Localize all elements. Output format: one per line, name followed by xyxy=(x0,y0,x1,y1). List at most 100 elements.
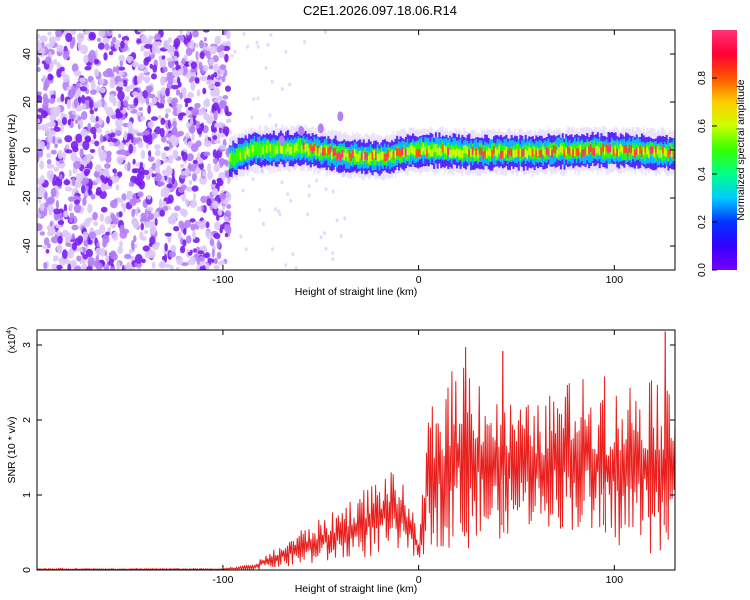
noise-blob xyxy=(45,43,53,48)
signal-cell xyxy=(283,145,286,154)
noise-blob xyxy=(82,254,88,260)
signal-cell xyxy=(508,147,511,156)
signal-cell xyxy=(274,146,277,155)
signal-cell xyxy=(605,143,608,152)
signal-cell xyxy=(279,145,283,154)
noise-blob xyxy=(59,212,63,220)
noise-blob xyxy=(105,254,110,263)
noise-blob xyxy=(70,30,77,36)
signal-cell xyxy=(644,147,647,161)
noise-blob xyxy=(164,242,168,252)
noise-blob xyxy=(194,43,199,48)
noise-blob xyxy=(190,76,195,82)
noise-blob xyxy=(200,195,207,203)
noise-blob xyxy=(46,231,52,236)
noise-blob xyxy=(214,122,221,128)
noise-blob xyxy=(56,264,63,270)
noise-blob xyxy=(168,177,172,185)
signal-cell xyxy=(394,150,397,159)
noise-blob xyxy=(77,40,82,51)
noise-blob xyxy=(47,73,53,81)
noise-blob xyxy=(211,248,215,258)
signal-cell xyxy=(327,147,330,156)
noise-blob xyxy=(66,99,72,109)
noise-blob xyxy=(97,42,105,50)
signal-cell xyxy=(554,145,557,154)
noise-blob xyxy=(140,44,146,52)
noise-blob xyxy=(60,93,65,103)
noise-blob xyxy=(121,36,130,42)
noise-blob xyxy=(118,211,123,218)
noise-blob xyxy=(69,202,73,211)
noise-blob xyxy=(171,127,178,136)
noise-blob xyxy=(138,179,146,190)
signal-cell xyxy=(618,148,621,157)
noise-blob xyxy=(39,231,45,236)
signal-cell xyxy=(484,150,487,159)
signal-cell xyxy=(544,149,547,157)
noise-blob xyxy=(233,49,237,54)
noise-blob xyxy=(121,264,125,270)
noise-blob xyxy=(46,170,55,180)
signal-cell xyxy=(257,143,260,151)
signal-cell xyxy=(253,146,256,155)
noise-blob xyxy=(180,66,184,76)
noise-blob xyxy=(216,131,221,140)
noise-blob xyxy=(152,132,157,139)
signal-cell xyxy=(503,150,506,158)
signal-cell xyxy=(670,149,674,158)
signal-cell xyxy=(632,147,635,156)
signal-cell xyxy=(500,151,503,159)
noise-blob xyxy=(196,157,204,164)
signal-cell xyxy=(260,147,263,156)
noise-blob xyxy=(138,107,144,111)
noise-blob xyxy=(184,99,189,104)
noise-blob xyxy=(53,58,58,65)
signal-cell xyxy=(382,151,385,160)
spectrogram-image xyxy=(37,30,675,270)
noise-blob xyxy=(50,187,57,198)
noise-blob xyxy=(118,54,125,63)
noise-blob xyxy=(203,245,207,254)
noise-blob xyxy=(179,92,183,100)
noise-blob xyxy=(72,176,76,187)
spectrogram-y-ticks: -40 -20 0 20 40 xyxy=(21,48,675,254)
noise-blob xyxy=(160,117,166,125)
signal-cell xyxy=(471,146,475,155)
signal-cell xyxy=(494,148,497,156)
noise-blob xyxy=(62,249,68,260)
noise-blob xyxy=(225,85,231,92)
noise-blob xyxy=(179,245,186,254)
noise-blob xyxy=(53,208,60,215)
signal-cell xyxy=(248,148,251,157)
y-tick-label: 0 xyxy=(21,567,33,573)
noise-blob xyxy=(61,117,68,125)
noise-blob xyxy=(218,260,226,266)
noise-blob xyxy=(225,118,232,124)
noise-blob xyxy=(181,58,186,65)
noise-blob xyxy=(193,248,197,253)
noise-blob xyxy=(148,249,156,259)
noise-blob xyxy=(115,130,122,137)
noise-blob xyxy=(251,177,255,182)
signal-cell xyxy=(626,148,630,157)
noise-blob xyxy=(85,248,94,258)
signal-cell xyxy=(355,153,358,162)
noise-blob xyxy=(80,94,86,104)
noise-blob xyxy=(74,237,82,246)
noise-blob xyxy=(162,169,166,176)
noise-blob xyxy=(151,73,157,80)
noise-blob xyxy=(115,118,123,128)
noise-blob xyxy=(166,183,173,189)
noise-blob xyxy=(83,238,89,247)
noise-blob xyxy=(40,110,48,119)
signal-cell xyxy=(485,150,489,159)
noise-blob xyxy=(145,96,150,106)
signal-cell xyxy=(607,145,610,154)
noise-blob xyxy=(58,248,62,254)
noise-blob xyxy=(154,166,161,174)
signal-cell xyxy=(658,149,661,158)
noise-blob xyxy=(56,44,64,53)
noise-blob xyxy=(62,50,70,60)
noise-blob xyxy=(101,145,105,151)
